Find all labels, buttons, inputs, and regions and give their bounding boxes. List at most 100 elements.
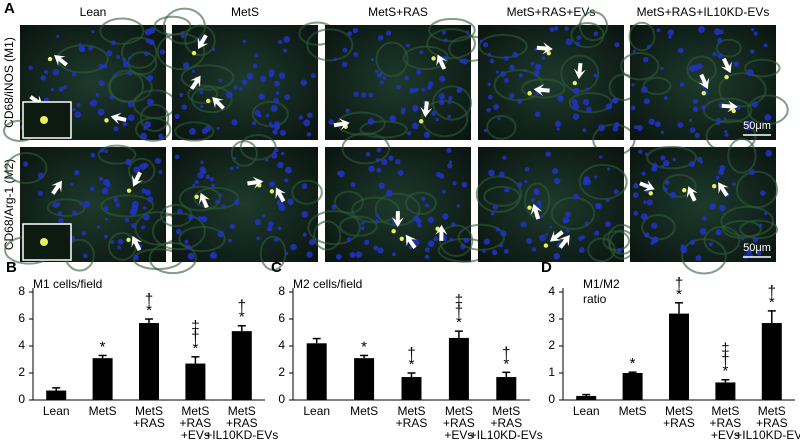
nucleus [433, 236, 439, 242]
nucleus [377, 247, 384, 254]
nucleus [375, 213, 380, 218]
y-tick-label: 2 [18, 365, 25, 379]
nucleus [613, 189, 619, 195]
tubule [568, 92, 613, 114]
nucleus [732, 182, 736, 187]
nucleus [664, 180, 670, 185]
nucleus [22, 161, 29, 167]
nucleus [386, 189, 393, 197]
nucleus [278, 72, 286, 79]
nucleus [508, 93, 515, 99]
micrograph [4, 144, 183, 272]
nucleus [397, 170, 404, 176]
tubule [715, 38, 742, 58]
nucleus [717, 53, 723, 59]
nucleus [376, 72, 383, 78]
nucleus [677, 122, 684, 128]
nucleus [284, 94, 290, 101]
nucleus [406, 43, 410, 48]
nucleus [370, 57, 375, 62]
nucleus [378, 182, 385, 189]
nucleus [58, 86, 64, 92]
tubule [5, 152, 48, 185]
column-label: MetS+RAS+IL10KD-EVs [637, 5, 770, 19]
nucleus [216, 126, 220, 130]
nucleus [81, 231, 86, 236]
tubule [570, 22, 605, 49]
x-tick-label: +RAS [226, 416, 258, 430]
nucleus [368, 165, 375, 173]
nucleus [267, 225, 273, 232]
nucleus [596, 204, 600, 209]
significance: * [630, 355, 636, 372]
nucleus [724, 132, 729, 137]
nucleus [285, 166, 292, 174]
nucleus [633, 125, 638, 130]
nucleus [365, 151, 371, 157]
nucleus [242, 39, 246, 43]
arrow [420, 101, 433, 118]
nucleus [373, 245, 379, 251]
nucleus [717, 37, 723, 43]
nucleus [44, 70, 49, 75]
cell [191, 50, 197, 56]
tubule [426, 28, 476, 60]
nucleus [424, 247, 430, 253]
arrow [391, 211, 404, 228]
nucleus [229, 223, 235, 230]
nucleus [431, 111, 437, 117]
nucleus [644, 232, 650, 238]
nucleus [616, 248, 622, 253]
nucleus [79, 202, 83, 206]
tubule [339, 215, 378, 237]
nucleus [553, 252, 560, 260]
nucleus [110, 40, 116, 46]
tubule [230, 140, 258, 167]
x-tick-label: MetS [89, 404, 117, 418]
nucleus [197, 172, 204, 179]
tubule [478, 33, 528, 59]
cell [419, 119, 424, 124]
nucleus [80, 47, 85, 52]
nucleus [88, 46, 93, 51]
nucleus [95, 92, 100, 97]
nucleus [585, 106, 592, 113]
x-tick-label: MetS [711, 404, 739, 418]
nucleus [201, 215, 208, 223]
x-tick-label: +EVs [444, 428, 473, 442]
nucleus [184, 239, 189, 244]
nucleus [182, 62, 190, 69]
nucleus [287, 198, 294, 205]
panel-label: D [541, 259, 552, 276]
x-tick-label: +RAS [663, 416, 695, 430]
nucleus [336, 170, 342, 176]
significance: † [145, 291, 153, 308]
nucleus [646, 44, 651, 49]
nucleus [463, 237, 470, 244]
nucleus [712, 52, 717, 57]
nucleus [215, 199, 220, 204]
significance: * [722, 363, 728, 380]
nucleus [179, 92, 184, 97]
arrow [333, 118, 350, 131]
nucleus [174, 154, 180, 160]
nucleus [487, 82, 491, 86]
nucleus [144, 28, 152, 36]
tubule [646, 145, 698, 170]
nucleus [663, 187, 668, 192]
nucleus [52, 68, 60, 76]
nucleus [680, 246, 688, 254]
cell [269, 189, 275, 194]
nucleus [379, 80, 384, 85]
nucleus [72, 210, 78, 216]
nucleus [233, 85, 238, 90]
nucleus [633, 210, 639, 216]
nucleus [376, 167, 382, 173]
nucleus [376, 147, 382, 153]
significance: * [769, 294, 775, 311]
nucleus [28, 65, 33, 71]
nucleus [559, 95, 563, 99]
cell [126, 237, 131, 243]
nucleus [241, 79, 248, 85]
nucleus [140, 132, 147, 140]
